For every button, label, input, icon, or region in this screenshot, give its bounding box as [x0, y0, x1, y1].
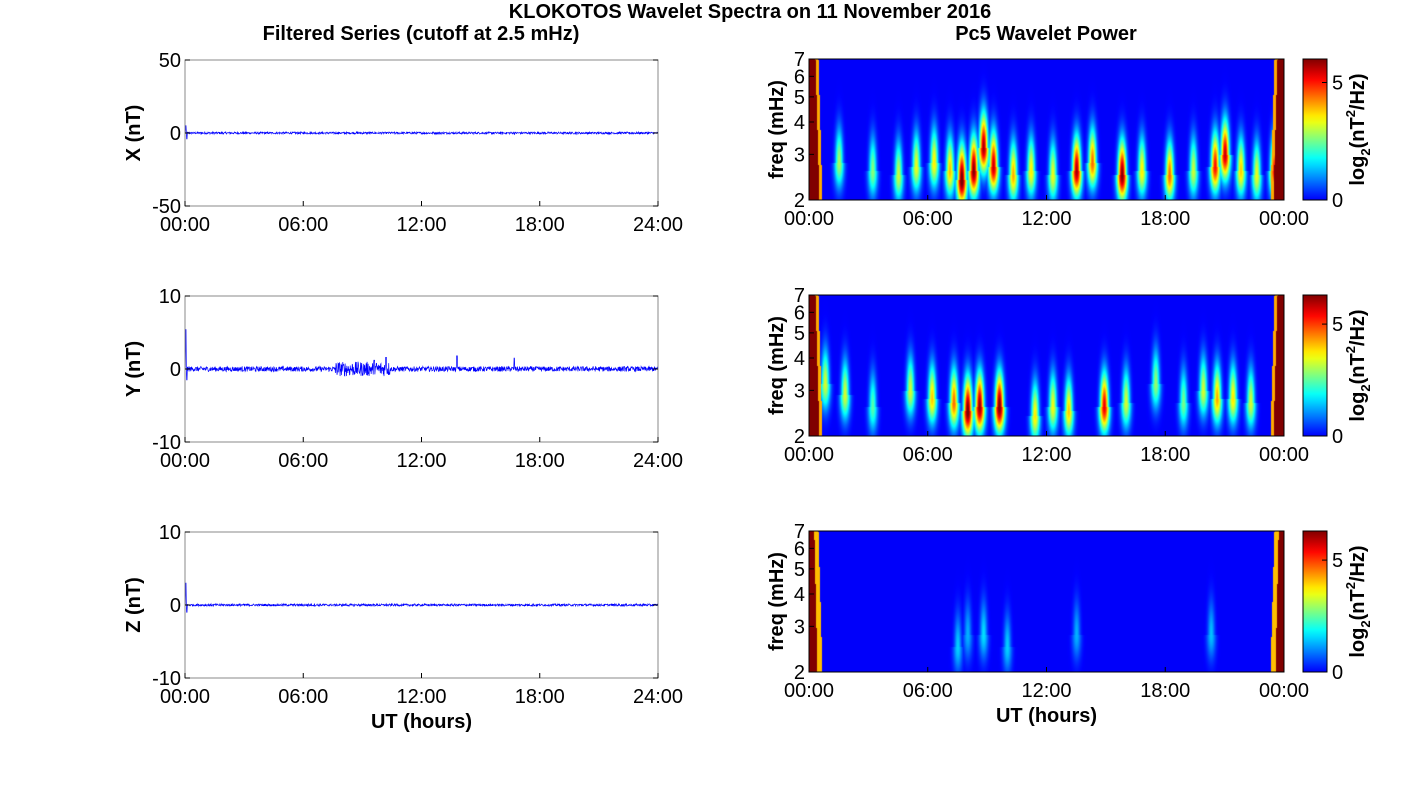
x-power-ytick-label: 4 [794, 112, 805, 134]
y-series-panel: -10 0 10 00:00 06:00 12:00 18:00 24:00 Y (nT) [123, 286, 683, 472]
z-series-xtick-label: 00:00 [160, 686, 210, 708]
x-power-ytick-label: 7 [794, 49, 805, 71]
right-column-title: Pc5 Wavelet Power [955, 23, 1137, 45]
y-power-ylabel: freq (mHz) [766, 316, 788, 415]
left-column-title: Filtered Series (cutoff at 2.5 mHz) [263, 23, 580, 45]
y-power-xtick-label: 00:00 [784, 444, 834, 466]
x-series-ytick-label: -50 [152, 196, 181, 218]
z-power-colorbar-label: log2(nT2/Hz) [1343, 545, 1373, 657]
x-series-xtick-label: 24:00 [633, 214, 683, 236]
x-power-xtick-label: 00:00 [784, 208, 834, 230]
z-power-ytick-label: 3 [794, 616, 805, 638]
y-power-xtick-label: 18:00 [1140, 444, 1190, 466]
x-power-colorbar-tick-label: 0 [1332, 190, 1343, 212]
x-power-xtick-label: 12:00 [1021, 208, 1071, 230]
x-power-ytick-label: 3 [794, 144, 805, 166]
x-series-ylabel: X (nT) [123, 105, 145, 162]
x-series-xtick-label: 00:00 [160, 214, 210, 236]
z-power-colorbar [1302, 530, 1328, 673]
x-power-xtick-label: 06:00 [903, 208, 953, 230]
x-series-panel: -50 0 50 00:00 06:00 12:00 18:00 24:00 X (nT) [123, 50, 683, 236]
z-series-xtick-label: 06:00 [278, 686, 328, 708]
z-series-xtick-label: 18:00 [515, 686, 565, 708]
y-series-xtick-label: 00:00 [160, 450, 210, 472]
y-power-ytick-label: 5 [794, 323, 805, 345]
y-power-ytick-label: 4 [794, 348, 805, 370]
x-power-ylabel: freq (mHz) [766, 80, 788, 179]
y-series-xtick-label: 18:00 [515, 450, 565, 472]
y-power-ytick-label: 3 [794, 380, 805, 402]
z-power-ytick-label: 6 [794, 538, 805, 560]
z-power-xtick-label: 00:00 [1259, 680, 1309, 702]
y-series-ytick-label: 10 [159, 286, 181, 308]
x-power-colorbar-tick-label: 5 [1332, 73, 1343, 95]
x-power-colorbar-label: log2(nT2/Hz) [1343, 73, 1373, 185]
z-power-xtick-label: 18:00 [1140, 680, 1190, 702]
y-power-xtick-label: 06:00 [903, 444, 953, 466]
z-power-xtick-label: 12:00 [1021, 680, 1071, 702]
x-series-ytick-label: 0 [170, 123, 181, 145]
x-power-ytick-label: 5 [794, 87, 805, 109]
x-power-raster [809, 59, 1284, 200]
y-series-ytick-label: 0 [170, 359, 181, 381]
figure-title: KLOKOTOS Wavelet Spectra on 11 November … [509, 1, 991, 23]
z-series-ytick-label: 10 [159, 522, 181, 544]
y-power-colorbar [1302, 294, 1328, 437]
x-power-colorbar [1302, 58, 1328, 201]
y-series-xtick-label: 06:00 [278, 450, 328, 472]
z-power-ytick-label: 7 [794, 521, 805, 543]
x-power-xtick-label: 00:00 [1259, 208, 1309, 230]
z-power-raster [809, 531, 1284, 672]
z-series-xtick-label: 12:00 [396, 686, 446, 708]
z-power-xlabel: UT (hours) [996, 705, 1097, 727]
y-series-ytick-label: -10 [152, 432, 181, 454]
z-power-ylabel: freq (mHz) [766, 552, 788, 651]
y-power-ytick-label: 2 [794, 426, 805, 448]
z-power-ytick-label: 5 [794, 559, 805, 581]
z-series-ytick-label: 0 [170, 595, 181, 617]
x-power-ytick-label: 6 [794, 66, 805, 88]
y-series-xtick-label: 12:00 [396, 450, 446, 472]
z-series-xtick-label: 24:00 [633, 686, 683, 708]
z-power-xtick-label: 00:00 [784, 680, 834, 702]
y-power-xtick-label: 12:00 [1021, 444, 1071, 466]
y-series-xtick-label: 24:00 [633, 450, 683, 472]
x-series-xtick-label: 12:00 [396, 214, 446, 236]
z-series-xlabel: UT (hours) [371, 711, 472, 733]
x-series-xtick-label: 06:00 [278, 214, 328, 236]
y-power-ytick-label: 7 [794, 285, 805, 307]
y-series-ylabel: Y (nT) [123, 341, 145, 397]
y-power-raster [809, 295, 1284, 436]
y-power-colorbar-tick-label: 0 [1332, 426, 1343, 448]
y-series-trace [184, 329, 659, 381]
z-series-panel: -10 0 10 00:00 06:00 12:00 18:00 24:00 Z (nT) UT … [123, 522, 683, 733]
y-power-colorbar-label: log2(nT2/Hz) [1343, 309, 1373, 421]
z-series-ylabel: Z (nT) [123, 577, 145, 633]
y-power-ytick-label: 6 [794, 302, 805, 324]
z-series-ytick-label: -10 [152, 668, 181, 690]
x-series-trace [184, 125, 659, 140]
y-power-colorbar-tick-label: 5 [1332, 314, 1343, 336]
x-power-xtick-label: 18:00 [1140, 208, 1190, 230]
z-power-ytick-label: 2 [794, 662, 805, 684]
x-series-ytick-label: 50 [159, 50, 181, 72]
z-series-trace [184, 582, 659, 613]
z-power-colorbar-tick-label: 0 [1332, 662, 1343, 684]
z-power-colorbar-tick-label: 5 [1332, 550, 1343, 572]
y-power-xtick-label: 00:00 [1259, 444, 1309, 466]
z-power-ytick-label: 4 [794, 584, 805, 606]
x-power-ytick-label: 2 [794, 190, 805, 212]
z-power-xtick-label: 06:00 [903, 680, 953, 702]
x-series-xtick-label: 18:00 [515, 214, 565, 236]
